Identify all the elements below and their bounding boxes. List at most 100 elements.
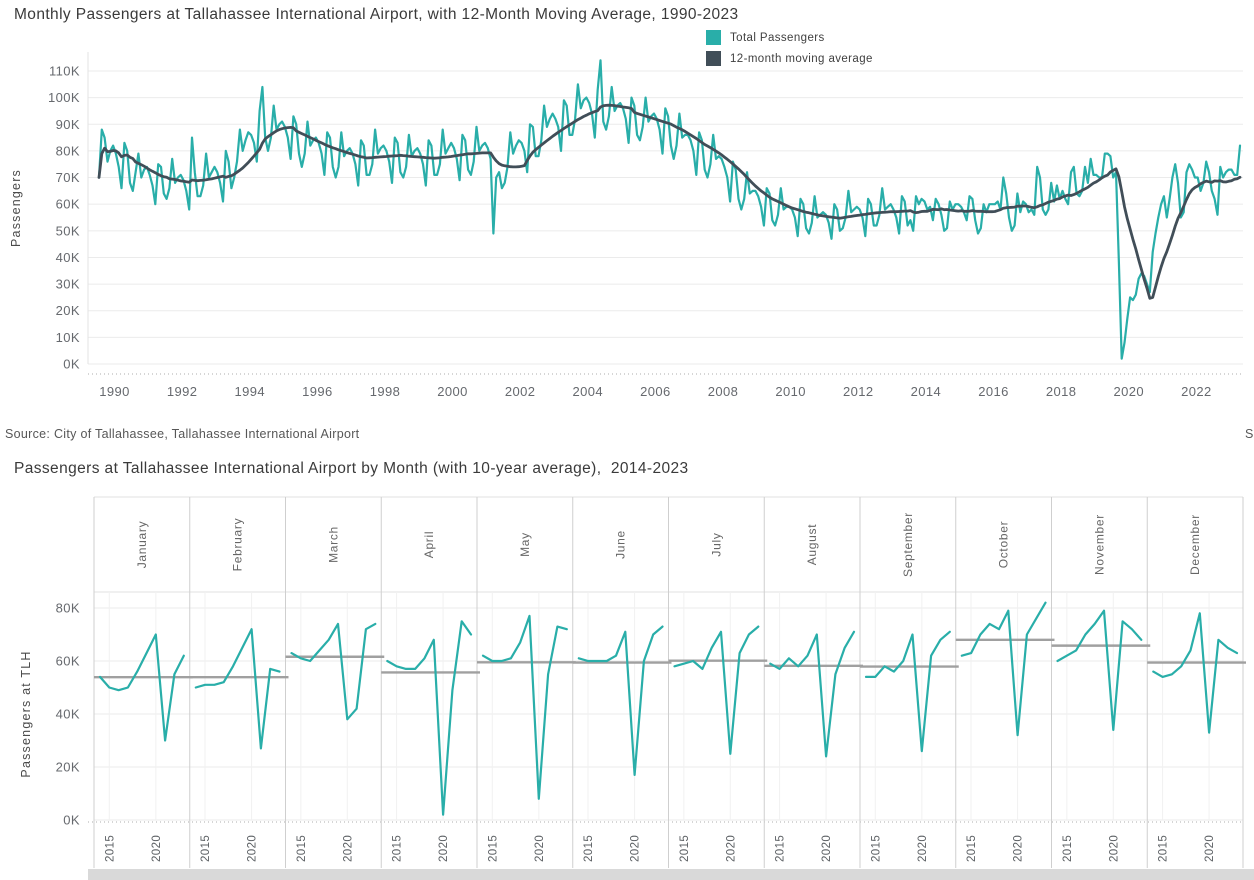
small-multiples-chart-title: Passengers at Tallahassee International …: [14, 460, 689, 477]
x-tick-label: 2020: [917, 835, 929, 862]
month-header-label: September: [901, 512, 915, 577]
month-passengers-line: [769, 630, 856, 758]
y-axis-title: Passengers at TLH: [19, 650, 33, 777]
month-passengers-line: [673, 625, 760, 755]
x-tick-label: 2015: [966, 835, 978, 862]
y-tick-label: 40K: [56, 250, 80, 265]
x-tick-label: 2015: [1062, 835, 1074, 862]
month-passengers-line: [194, 628, 281, 750]
y-tick-label: 110K: [49, 64, 80, 79]
x-tick-label: 2015: [775, 835, 787, 862]
legend-item-total-passengers: Total Passengers: [706, 30, 873, 45]
month-header-label: June: [614, 530, 628, 559]
y-tick-label: 0K: [63, 357, 80, 372]
total-passengers-line: [97, 59, 1242, 360]
y-tick-label: 80K: [56, 143, 80, 158]
month-passengers-line: [1152, 612, 1239, 734]
x-tick-label: 2015: [104, 835, 116, 862]
x-tick-label: 2000: [437, 384, 468, 399]
y-tick-label: 60K: [56, 654, 80, 669]
x-tick-label: 1992: [167, 384, 198, 399]
y-tick-label: 70K: [56, 170, 80, 185]
monthly-chart-title: Monthly Passengers at Tallahassee Intern…: [14, 6, 739, 23]
x-tick-label: 2004: [573, 384, 604, 399]
x-tick-label: 2020: [438, 835, 450, 862]
x-tick-label: 2020: [247, 835, 259, 862]
x-tick-label: 2015: [1158, 835, 1170, 862]
x-tick-label: 2010: [775, 384, 806, 399]
x-tick-label: 2020: [725, 835, 737, 862]
y-tick-label: 0K: [63, 813, 80, 828]
legend-item-moving-average: 12-month moving average: [706, 51, 873, 66]
month-passengers-line: [1056, 609, 1143, 731]
month-passengers-line: [577, 625, 664, 776]
month-passengers-line: [386, 620, 473, 816]
x-tick-label: 2015: [487, 835, 499, 862]
y-tick-label: 100K: [48, 90, 80, 105]
y-tick-label: 90K: [56, 117, 80, 132]
y-tick-label: 80K: [56, 601, 80, 616]
clipped-text-right-edge: S: [1245, 427, 1254, 441]
x-tick-label: 2020: [630, 835, 642, 862]
x-tick-label: 2020: [1113, 384, 1144, 399]
month-passengers-line: [481, 614, 568, 800]
month-header-label: August: [805, 524, 819, 566]
x-tick-label: 1994: [234, 384, 265, 399]
x-tick-label: 2012: [843, 384, 874, 399]
y-tick-label: 10K: [56, 330, 80, 345]
month-passengers-line: [98, 633, 185, 742]
moving-average-line: [97, 103, 1242, 300]
x-tick-label: 2015: [870, 835, 882, 862]
y-tick-label: 40K: [56, 707, 80, 722]
x-tick-label: 1996: [302, 384, 333, 399]
y-tick-label: 60K: [56, 197, 80, 212]
month-passengers-line: [290, 622, 377, 721]
x-tick-label: 1990: [99, 384, 130, 399]
x-tick-label: 2020: [1204, 835, 1216, 862]
x-tick-label: 2008: [708, 384, 739, 399]
x-tick-label: 2015: [679, 835, 691, 862]
x-tick-label: 2020: [534, 835, 546, 862]
x-tick-label: 2002: [505, 384, 536, 399]
y-axis-title: Passengers: [9, 169, 23, 247]
y-tick-label: 20K: [56, 303, 80, 318]
month-header-label: March: [326, 526, 340, 563]
horizontal-scrollbar-track[interactable]: [88, 869, 1254, 880]
x-tick-label: 2016: [978, 384, 1009, 399]
x-tick-label: 2006: [640, 384, 671, 399]
x-tick-label: 2022: [1181, 384, 1212, 399]
month-header-label: July: [709, 532, 723, 556]
passengers-by-month-small-multiples-chart: 0K 20K 40K 60K 80K Passengers at TLH January 20…: [19, 496, 1246, 868]
y-tick-label: 20K: [56, 760, 80, 775]
month-header-label: February: [231, 518, 245, 572]
x-tick-label: 2020: [342, 835, 354, 862]
x-tick-label: 2020: [821, 835, 833, 862]
month-header-label: April: [422, 531, 436, 559]
source-note: Source: City of Tallahassee, Tallahassee…: [5, 427, 360, 441]
legend: Total Passengers 12-month moving average: [706, 30, 873, 66]
total-passengers-swatch: [706, 30, 721, 45]
x-tick-label: 2015: [392, 835, 404, 862]
x-tick-label: 2015: [296, 835, 308, 862]
x-tick-label: 2014: [911, 384, 942, 399]
month-header-label: October: [997, 521, 1011, 569]
y-tick-label: 50K: [56, 223, 80, 238]
month-passengers-line: [960, 601, 1047, 737]
month-passengers-line: [864, 630, 951, 753]
x-tick-label: 2020: [151, 835, 163, 862]
month-header-label: December: [1188, 514, 1202, 575]
x-tick-label: 2015: [200, 835, 212, 862]
legend-label: Total Passengers: [730, 31, 825, 44]
x-tick-label: 2020: [1108, 835, 1120, 862]
x-tick-label: 2015: [583, 835, 595, 862]
monthly-passengers-line-chart: 0K 10K 20K 30K 40K 50K 60K 70K 80K 90K 100K 110K Pas…: [9, 52, 1243, 399]
y-tick-label: 30K: [56, 277, 80, 292]
month-header-label: November: [1092, 514, 1106, 575]
x-tick-label: 1998: [370, 384, 401, 399]
month-header-label: January: [135, 521, 149, 569]
x-tick-label: 2018: [1046, 384, 1077, 399]
month-header-label: May: [518, 532, 532, 557]
legend-label: 12-month moving average: [730, 52, 873, 65]
x-tick-label: 2020: [1013, 835, 1025, 862]
